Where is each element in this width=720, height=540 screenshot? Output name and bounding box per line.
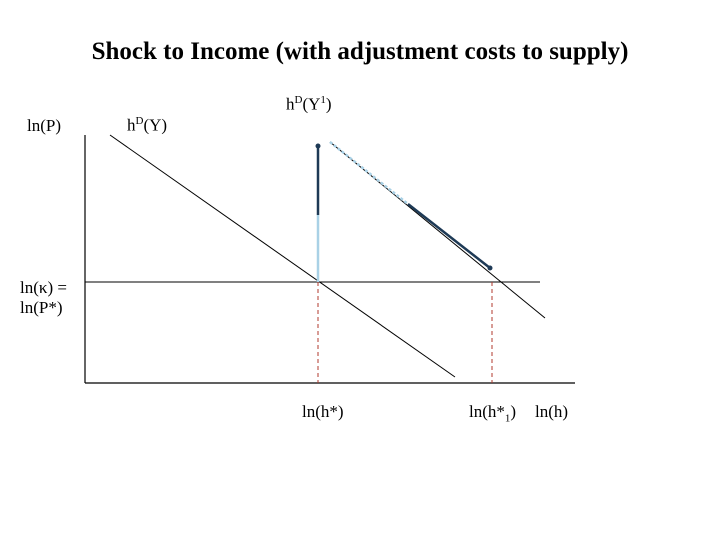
demand-initial-label: hD(Y) [127,111,167,136]
path-slope-dark [407,203,491,269]
h-star1-sub: 1 [504,412,511,425]
x-axis-label: ln(h) [535,402,569,421]
demand-shifted-arg-close: ) [325,94,332,114]
demand-shifted-base: h [286,94,295,114]
demand-shifted-arg: (Y [302,94,321,114]
demand-initial-base: h [127,115,136,135]
h-star-label: ln(h*) [302,402,344,421]
h-star1-label: ln(h*1) [469,402,516,428]
demand-initial-arg: (Y) [143,115,168,135]
y-axis-label: ln(P) [27,116,61,135]
price-level-label-line2: ln(P*) [20,298,63,317]
price-level-label: ln(κ) = ln(P*) [20,278,67,318]
demand-shifted-label: hD(Y1) [286,90,332,115]
price-level-label-line1: ln(κ) = [20,278,67,297]
h-star1-main: ln(h* [469,402,505,421]
demand-shifted-sup: D [294,94,303,106]
diagram-title: Shock to Income (with adjustment costs t… [91,38,629,65]
demand-initial-sup: D [135,115,144,127]
demand-curve-initial [109,134,456,378]
demand-shifted-arg-sup: 1 [320,94,326,106]
path-end-point [487,265,493,271]
h-star1-close: ) [510,402,517,421]
path-start-point [315,143,321,149]
path-slope-light [329,141,409,205]
